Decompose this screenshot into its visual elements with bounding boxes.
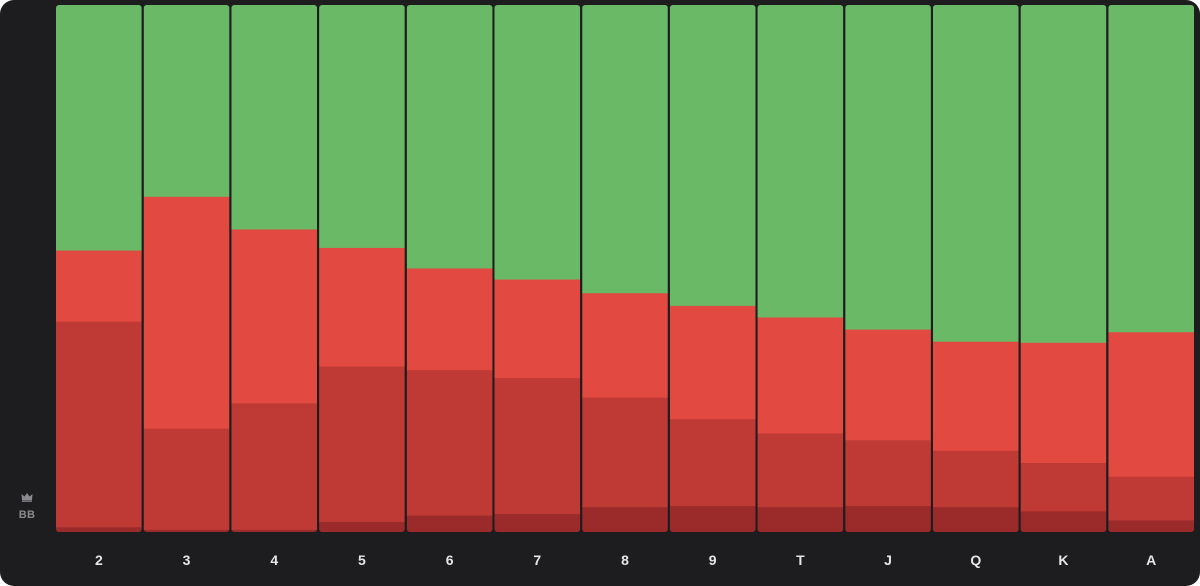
x-tick-label: 9 [709, 552, 717, 568]
bar-9[interactable] [669, 5, 756, 533]
bar-segment-9-3 [669, 5, 756, 306]
x-tick-label: 3 [183, 552, 191, 568]
bar-segment-5-1 [319, 365, 405, 522]
bar-segment-J-0 [845, 505, 931, 532]
bar-2[interactable] [56, 5, 142, 533]
bar-segment-4-2 [231, 228, 318, 404]
x-tick-label: 6 [446, 552, 454, 568]
x-tick-label: Q [970, 552, 981, 568]
bar-3[interactable] [143, 5, 230, 533]
bar-segment-T-1 [757, 432, 844, 508]
bar-5[interactable] [319, 5, 405, 533]
bar-segment-A-2 [1108, 331, 1194, 477]
bar-segment-9-1 [669, 418, 756, 507]
bar-segment-8-2 [582, 292, 668, 398]
bar-segment-T-2 [757, 316, 844, 434]
bar-segment-T-3 [757, 5, 844, 318]
bar-segment-K-2 [1020, 342, 1107, 463]
bar-segment-3-0 [143, 529, 230, 532]
bar-segment-8-0 [582, 506, 668, 532]
bar-segment-2-1 [56, 321, 142, 528]
bar-segment-5-2 [319, 247, 405, 367]
bar-segment-K-0 [1020, 510, 1107, 532]
bar-segment-2-3 [56, 5, 142, 251]
bar-segment-3-1 [143, 428, 230, 530]
bar-segment-4-1 [231, 402, 318, 530]
bar-segment-K-1 [1020, 462, 1107, 512]
bar-Q[interactable] [932, 5, 1019, 533]
bar-segment-6-1 [406, 369, 493, 516]
x-tick-label: 5 [358, 552, 366, 568]
bar-segment-9-0 [669, 505, 756, 532]
bar-J[interactable] [845, 5, 931, 533]
x-tick-label: K [1058, 552, 1068, 568]
bar-K[interactable] [1020, 5, 1107, 533]
bar-segment-7-1 [494, 377, 581, 515]
bar-6[interactable] [406, 5, 493, 533]
bar-segment-8-1 [582, 397, 668, 508]
crown-icon [21, 493, 33, 502]
bar-segment-3-2 [143, 196, 230, 429]
bar-segment-T-0 [757, 506, 844, 532]
bar-segment-K-3 [1020, 5, 1107, 343]
bar-4[interactable] [231, 5, 318, 533]
bar-segment-2-0 [56, 526, 142, 532]
bar-segment-5-0 [319, 521, 405, 532]
position-name: BB [18, 509, 36, 521]
bar-segment-A-3 [1108, 5, 1194, 333]
bar-segment-J-1 [845, 439, 931, 507]
bar-segment-8-3 [582, 5, 668, 294]
bar-segment-Q-1 [932, 450, 1019, 508]
x-tick-label: 4 [270, 552, 278, 568]
bar-T[interactable] [757, 5, 844, 533]
bar-segment-Q-2 [932, 341, 1019, 451]
x-tick-label: T [796, 552, 805, 568]
bar-segment-6-2 [406, 267, 493, 371]
bar-segment-6-0 [406, 515, 493, 532]
x-tick-label: A [1146, 552, 1156, 568]
bar-segment-J-2 [845, 329, 931, 441]
bar-segment-4-3 [231, 5, 318, 230]
bar-segment-7-2 [494, 279, 581, 379]
bar-segment-7-3 [494, 5, 581, 280]
bar-7[interactable] [494, 5, 581, 533]
bar-segment-Q-0 [932, 506, 1019, 532]
bar-A[interactable] [1108, 5, 1194, 533]
bar-segment-J-3 [845, 5, 931, 330]
bar-segment-Q-3 [932, 5, 1019, 342]
bar-segment-5-3 [319, 5, 405, 248]
bar-segment-4-0 [231, 529, 318, 532]
bar-segment-9-2 [669, 305, 756, 420]
x-tick-label: J [884, 552, 892, 568]
bar-segment-A-1 [1108, 476, 1194, 521]
position-label: BB [8, 492, 46, 523]
bar-8[interactable] [582, 5, 668, 533]
bar-segment-3-3 [143, 5, 230, 197]
x-tick-label: 7 [533, 552, 541, 568]
bar-segment-6-3 [406, 5, 493, 269]
bar-segment-A-0 [1108, 519, 1194, 532]
x-tick-label: 8 [621, 552, 629, 568]
bar-segment-7-0 [494, 513, 581, 532]
x-tick-label: 2 [95, 552, 103, 568]
bar-segment-2-2 [56, 250, 142, 322]
